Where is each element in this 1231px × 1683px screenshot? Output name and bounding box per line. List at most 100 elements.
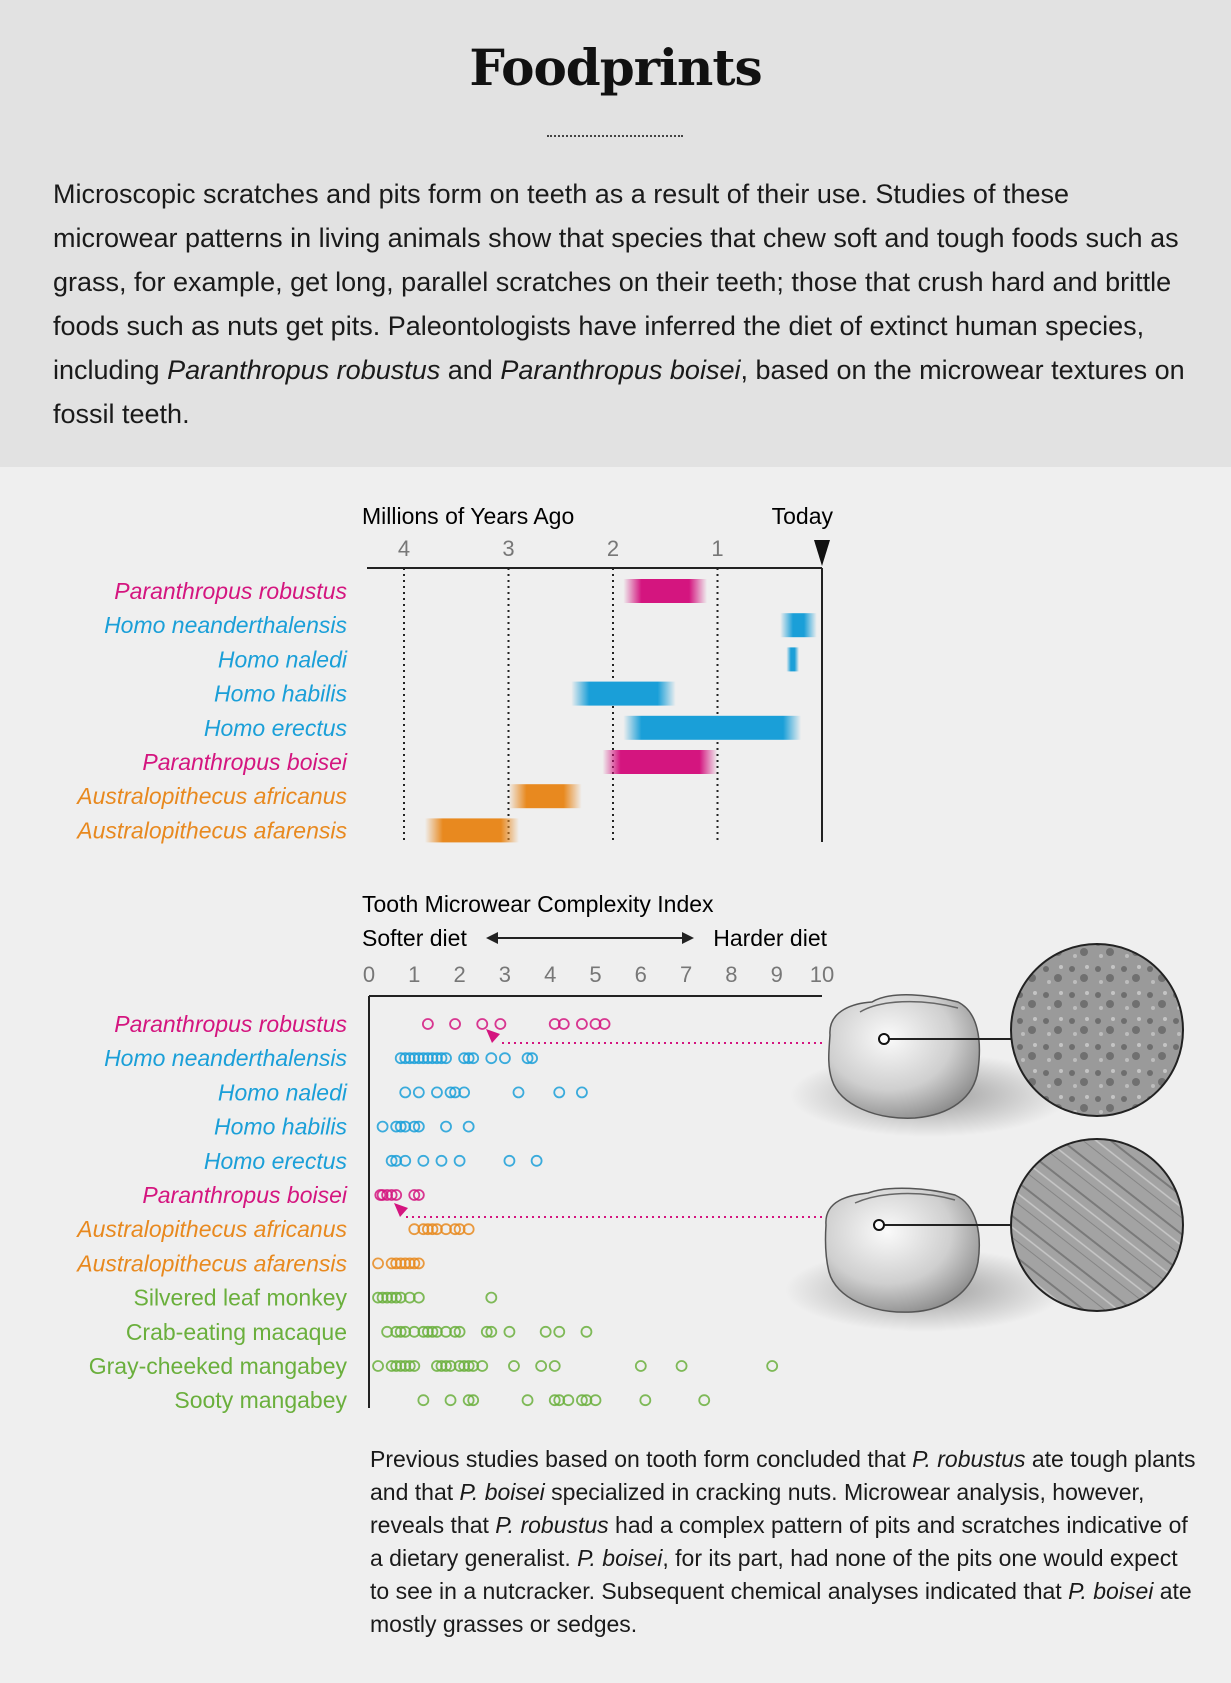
microwear-point-australopithecus-afarensis [399, 1257, 412, 1270]
timeline-axis-label: Millions of Years Ago [362, 503, 574, 529]
microwear-point-homo-habilis [462, 1120, 475, 1133]
diet-arrow-right-head-icon [682, 932, 694, 944]
microwear-point-paranthropus-robustus [589, 1018, 602, 1030]
microwear-point-australopithecus-africanus [417, 1223, 430, 1236]
microwear-point-gray-cheeked-mangabey [372, 1360, 384, 1372]
footnote-paragraph: Previous studies based on tooth form con… [370, 1443, 1200, 1641]
microwear-point-paranthropus-robustus [548, 1018, 561, 1030]
microwear-point-gray-cheeked-mangabey [467, 1360, 480, 1372]
microwear-point-gray-cheeked-mangabey [535, 1360, 548, 1372]
boisei-connector-arrow-icon [394, 1203, 408, 1217]
microwear-point-homo-naledi [431, 1086, 443, 1099]
microwear-point-crab-eating-macaque [431, 1325, 443, 1338]
microwear-point-sooty-mangabey [417, 1394, 430, 1407]
microwear-point-homo-naledi [553, 1086, 566, 1099]
microwear-point-sooty-mangabey [553, 1394, 566, 1407]
microwear-point-australopithecus-africanus [440, 1223, 452, 1236]
microwear-species-label: Paranthropus robustus [114, 1011, 347, 1037]
microwear-point-homo-neanderthalensis [394, 1052, 407, 1065]
microwear-point-homo-naledi [449, 1086, 461, 1099]
microwear-point-homo-erectus [390, 1154, 403, 1167]
microwear-point-crab-eating-macaque [480, 1325, 493, 1338]
microwear-point-silvered-leaf-monkey [381, 1291, 394, 1304]
microwear-point-paranthropus-robustus [598, 1018, 611, 1030]
microwear-point-crab-eating-macaque [539, 1325, 552, 1338]
microwear-point-gray-cheeked-mangabey [431, 1360, 443, 1372]
microwear-point-paranthropus-boisei [390, 1189, 403, 1201]
microwear-point-homo-neanderthalensis [526, 1052, 538, 1065]
microwear-point-silvered-leaf-monkey [376, 1291, 389, 1304]
pits-micrograph-frame [1010, 943, 1184, 1117]
microwear-point-homo-erectus [530, 1154, 543, 1167]
microwear-point-sooty-mangabey [698, 1394, 711, 1407]
microwear-point-homo-neanderthalensis [426, 1052, 439, 1065]
microwear-point-gray-cheeked-mangabey [435, 1360, 448, 1372]
callout-dot-bottom [873, 1219, 885, 1231]
microwear-point-homo-habilis [412, 1120, 425, 1133]
microwear-species-label: Australopithecus africanus [75, 1216, 347, 1242]
microwear-chart: Tooth Microwear Complexity Index Softer … [75, 891, 834, 1413]
timeline-species-label: Homo naledi [218, 646, 348, 672]
microwear-point-homo-habilis [440, 1120, 452, 1133]
pits-micrograph [1011, 944, 1183, 1116]
microwear-tick-label: 1 [408, 962, 420, 987]
timeline-species-label: Australopithecus afarensis [75, 817, 347, 843]
microwear-point-australopithecus-africanus [462, 1223, 475, 1236]
microwear-species-label: Paranthropus boisei [142, 1182, 347, 1208]
timeline-bar-homo-naledi [786, 647, 800, 672]
microwear-point-sooty-mangabey [548, 1394, 561, 1407]
microwear-point-australopithecus-africanus [449, 1223, 461, 1236]
microwear-point-homo-naledi [412, 1086, 425, 1099]
microwear-point-homo-naledi [444, 1086, 457, 1099]
microwear-point-australopithecus-africanus [431, 1223, 443, 1236]
timeline-tick-label: 1 [711, 536, 723, 561]
microwear-point-crab-eating-macaque [485, 1325, 498, 1338]
intro-species-robustus: Paranthropus robustus [167, 355, 441, 385]
note-text: , for its part, had none of the pits one… [370, 1545, 1178, 1604]
microwear-species-label: Homo erectus [204, 1148, 348, 1174]
today-label: Today [772, 503, 834, 529]
timeline-species-label: Homo neanderthalensis [104, 612, 347, 638]
microwear-point-australopithecus-afarensis [390, 1257, 403, 1270]
microwear-point-homo-habilis [376, 1120, 389, 1133]
microwear-point-crab-eating-macaque [421, 1325, 434, 1338]
microwear-point-crab-eating-macaque [440, 1325, 452, 1338]
note-text: ate tough plants and that [370, 1446, 1196, 1505]
microwear-point-gray-cheeked-mangabey [462, 1360, 475, 1372]
microwear-point-homo-habilis [390, 1120, 403, 1133]
microwear-point-gray-cheeked-mangabey [508, 1360, 520, 1372]
microwear-point-homo-erectus [385, 1154, 398, 1167]
microwear-tick-label: 0 [363, 962, 375, 987]
microwear-point-sooty-mangabey [467, 1394, 480, 1407]
microwear-point-homo-neanderthalensis [399, 1052, 412, 1065]
microwear-species-label: Homo neanderthalensis [104, 1045, 347, 1071]
note-text: Previous studies based on tooth form con… [370, 1446, 913, 1472]
microwear-point-gray-cheeked-mangabey [548, 1360, 561, 1372]
microwear-point-silvered-leaf-monkey [403, 1291, 416, 1304]
microwear-point-silvered-leaf-monkey [372, 1291, 384, 1304]
timeline-species-label: Homo erectus [204, 715, 348, 741]
microwear-point-crab-eating-macaque [553, 1325, 566, 1338]
microwear-point-gray-cheeked-mangabey [440, 1360, 452, 1372]
microwear-point-homo-erectus [453, 1154, 466, 1167]
timeline-bar-australopithecus-afarensis [424, 818, 519, 843]
microwear-tick-label: 2 [453, 962, 465, 987]
timeline-bar-homo-habilis [571, 681, 676, 706]
microwear-species-label: Silvered leaf monkey [134, 1285, 348, 1311]
microwear-point-australopithecus-afarensis [408, 1257, 421, 1270]
microwear-point-paranthropus-boisei [381, 1189, 394, 1201]
microwear-point-paranthropus-boisei [412, 1189, 425, 1201]
microwear-point-australopithecus-afarensis [403, 1257, 416, 1270]
timeline-tick-label: 3 [502, 536, 514, 561]
microwear-point-gray-cheeked-mangabey [458, 1360, 471, 1372]
microwear-point-homo-habilis [394, 1120, 407, 1133]
robustus-connector-arrow-icon [486, 1029, 500, 1043]
microwear-point-homo-erectus [417, 1154, 430, 1167]
microwear-point-homo-neanderthalensis [521, 1052, 534, 1065]
microwear-species-label: Gray-cheeked mangabey [89, 1353, 348, 1379]
scratches-micrograph [1011, 1139, 1183, 1311]
tooth-top-illustration [828, 994, 981, 1119]
microwear-point-sooty-mangabey [462, 1394, 475, 1407]
intro-paragraph: Microscopic scratches and pits form on t… [53, 172, 1193, 436]
microwear-point-australopithecus-afarensis [394, 1257, 407, 1270]
